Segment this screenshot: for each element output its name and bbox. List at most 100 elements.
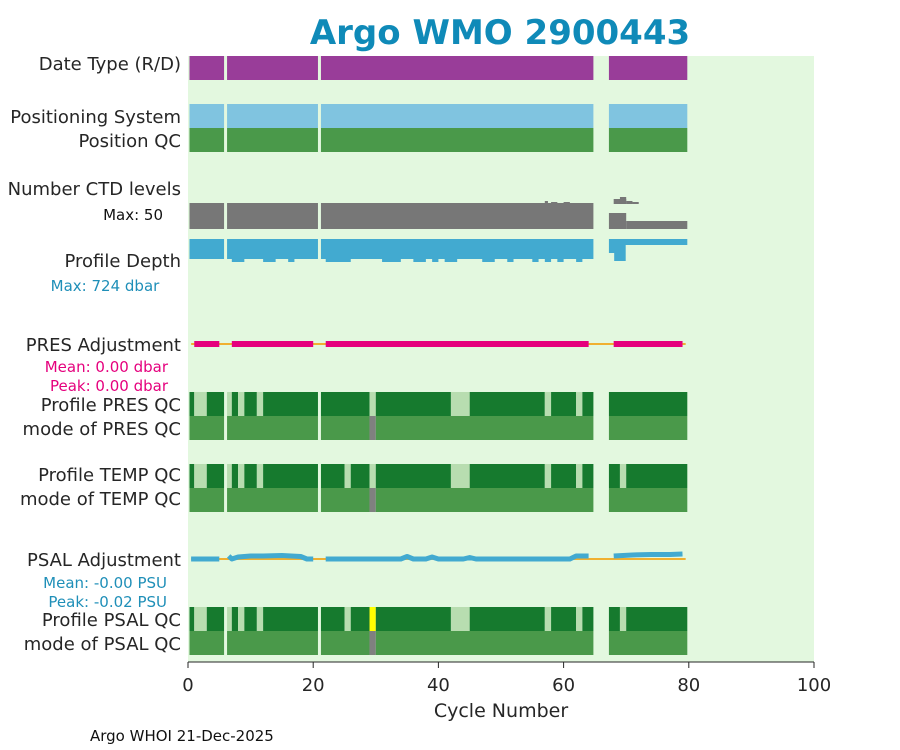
- ctd-levels-bar: [608, 213, 627, 229]
- label-profile-depth: Profile Depth: [64, 251, 181, 272]
- mode-psal-qc-cell: [320, 631, 370, 655]
- profile-pres-qc-cell: [231, 392, 239, 416]
- profile-psal-qc-cell: [608, 607, 620, 631]
- mode-pres-qc-cell: [189, 416, 225, 440]
- mode-temp-qc-cell: [608, 488, 688, 512]
- label-pres-mean: Mean: 0.00 dbar: [45, 358, 169, 376]
- profile-temp-qc-cell: [576, 464, 583, 488]
- pres-adjustment-mark: [325, 341, 589, 347]
- date-type-bar: [189, 56, 225, 80]
- label-mode-psal-qc: mode of PSAL QC: [24, 634, 181, 655]
- profile-pres-qc-cell: [263, 392, 318, 416]
- profile-psal-qc-cell: [619, 607, 627, 631]
- label-profile-temp-qc: Profile TEMP QC: [38, 465, 181, 486]
- label-position-qc: Position QC: [78, 131, 181, 152]
- date-type-bar: [608, 56, 688, 80]
- profile-pres-qc-cell: [244, 392, 257, 416]
- profile-temp-qc-cell: [619, 464, 627, 488]
- mode-pres-qc-cell: [320, 416, 370, 440]
- ctd-levels-bar: [632, 202, 639, 204]
- positioning-system-bar: [227, 104, 318, 128]
- mode-pres-qc-cell: [227, 416, 318, 440]
- profile-depth-bar: [288, 259, 295, 262]
- x-tick-label: 20: [302, 675, 325, 696]
- profile-pres-qc-cell: [375, 392, 451, 416]
- positioning-system-bar: [189, 104, 225, 128]
- label-psal-adjustment: PSAL Adjustment: [27, 550, 181, 571]
- profile-psal-qc-cell: [375, 607, 451, 631]
- footer-credit: Argo WHOI 21-Dec-2025: [90, 727, 274, 745]
- pres-adjustment-mark: [194, 341, 220, 347]
- profile-temp-qc-cell: [238, 464, 245, 488]
- profile-psal-qc-cell: [231, 607, 239, 631]
- profile-depth-bar: [263, 259, 276, 262]
- label-psal-peak: Peak: -0.02 PSU: [48, 593, 167, 611]
- label-profile-pres-qc: Profile PRES QC: [41, 395, 181, 416]
- profile-pres-qc-cell: [227, 392, 232, 416]
- mode-psal-qc-cell: [189, 631, 225, 655]
- profile-temp-qc-cell: [369, 464, 376, 488]
- profile-temp-qc-cell: [375, 464, 451, 488]
- label-ctd-max: Max: 50: [103, 206, 163, 224]
- ctd-levels-bar: [626, 201, 633, 204]
- profile-psal-qc-cell: [576, 607, 583, 631]
- mode-temp-qc-cell: [189, 488, 225, 512]
- label-pres-peak: Peak: 0.00 dbar: [50, 377, 169, 395]
- ctd-levels-bar: [551, 202, 558, 204]
- ctd-levels-bar: [619, 197, 627, 204]
- label-mode-temp-qc: mode of TEMP QC: [20, 489, 181, 510]
- profile-depth-bar: [576, 259, 583, 262]
- psal-adjustment-line: [325, 553, 589, 562]
- profile-pres-qc-cell: [189, 392, 195, 416]
- profile-psal-qc-cell: [469, 607, 545, 631]
- position-qc-bar: [189, 128, 225, 152]
- x-tick-label: 40: [427, 675, 450, 696]
- ctd-levels-bar: [189, 203, 225, 229]
- mode-psal-qc-cell: [608, 631, 688, 655]
- profile-temp-qc-cell: [626, 464, 688, 488]
- profile-depth-bar: [608, 245, 616, 253]
- x-axis: 0 20 40 60 80 100 Cycle Number: [182, 661, 831, 722]
- pres-adjustment-mark: [613, 341, 683, 347]
- profile-pres-qc-cell: [238, 392, 245, 416]
- profile-pres-qc-cell: [469, 392, 545, 416]
- profile-temp-qc-cell: [544, 464, 552, 488]
- profile-depth-bar: [227, 239, 318, 259]
- profile-depth-bar: [614, 245, 626, 261]
- profile-temp-qc-cell: [244, 464, 257, 488]
- profile-temp-qc-cell: [227, 464, 232, 488]
- ctd-levels-bar: [227, 203, 318, 229]
- ctd-levels-bar: [320, 203, 594, 229]
- profile-psal-qc-cell: [344, 607, 351, 631]
- x-tick-label: 80: [677, 675, 700, 696]
- position-qc-bar: [320, 128, 594, 152]
- label-positioning-system: Positioning System: [10, 107, 181, 128]
- label-date-type: Date Type (R/D): [39, 54, 181, 75]
- x-tick-label: 100: [797, 675, 831, 696]
- mode-temp-qc-cell: [375, 488, 594, 512]
- mode-psal-qc-cell: [369, 631, 376, 655]
- profile-pres-qc-cell: [320, 392, 370, 416]
- label-psal-mean: Mean: -0.00 PSU: [43, 574, 167, 592]
- positioning-system-bar: [608, 104, 688, 128]
- profile-psal-qc-cell: [238, 607, 245, 631]
- x-tick-label: 60: [552, 675, 575, 696]
- profile-depth-bar: [432, 259, 439, 262]
- profile-depth-bar: [557, 259, 564, 262]
- profile-pres-qc-cell: [582, 392, 594, 416]
- profile-psal-qc-cell: [350, 607, 370, 631]
- mode-temp-qc-cell: [369, 488, 376, 512]
- profile-psal-qc-cell: [544, 607, 552, 631]
- pres-adjustment-mark: [231, 341, 314, 347]
- mode-pres-qc-cell: [608, 416, 688, 440]
- ctd-levels-bar: [544, 201, 548, 204]
- profile-depth-bar: [482, 259, 495, 262]
- mode-pres-qc-cell: [375, 416, 594, 440]
- profile-pres-qc-cell: [369, 392, 376, 416]
- mode-temp-qc-cell: [320, 488, 370, 512]
- profile-psal-qc-cell: [369, 607, 376, 631]
- label-mode-pres-qc: mode of PRES QC: [23, 419, 181, 440]
- profile-depth-bar: [444, 259, 458, 262]
- label-depth-max: Max: 724 dbar: [51, 277, 160, 295]
